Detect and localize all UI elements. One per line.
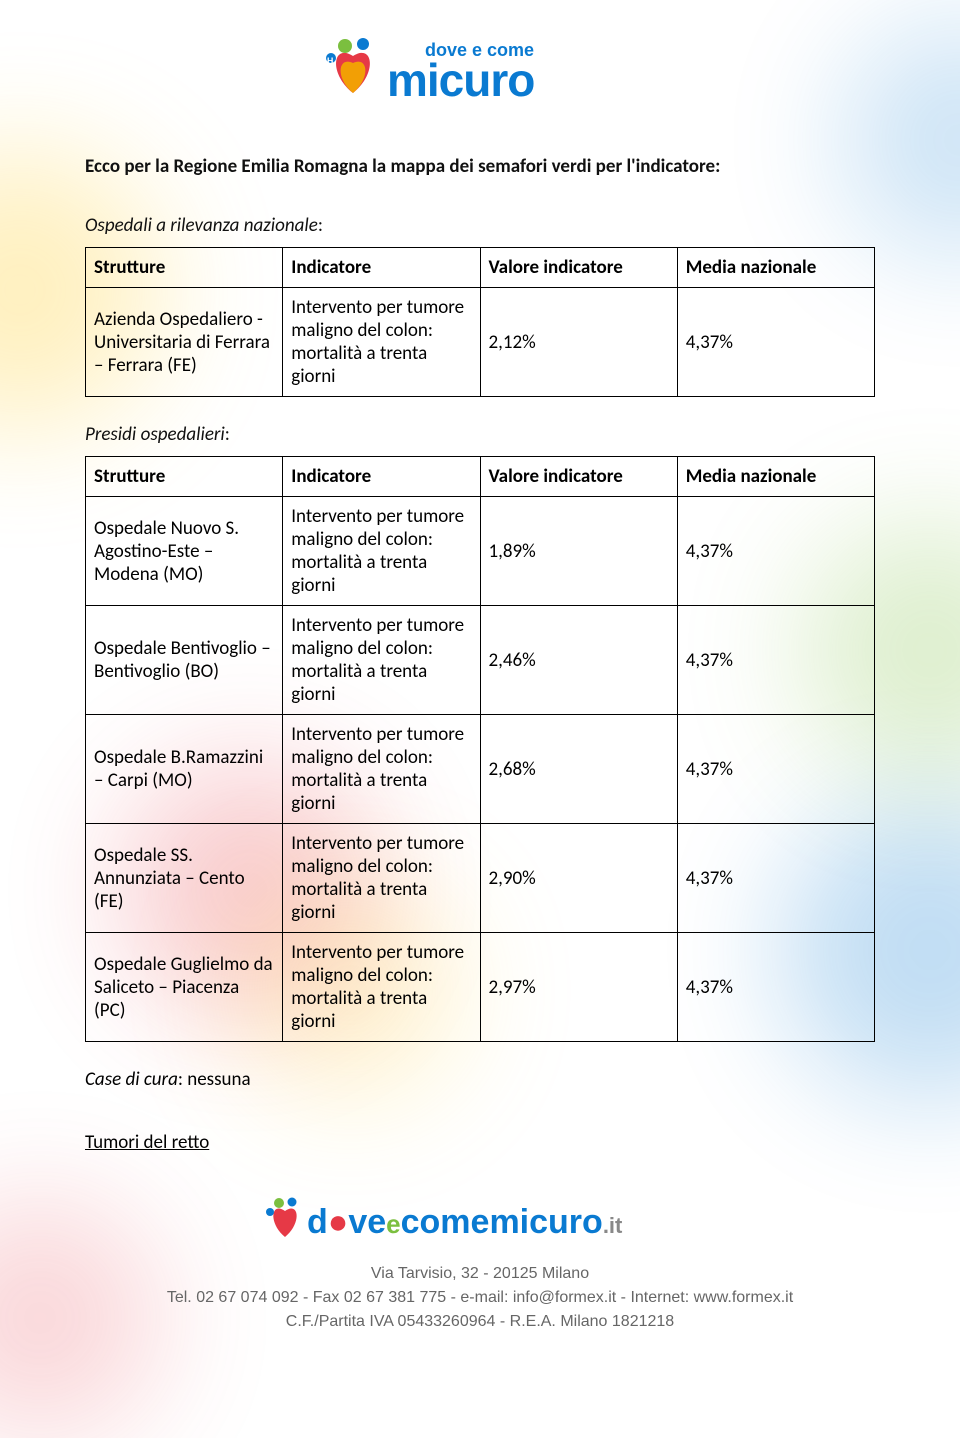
- th-indicatore: Indicatore: [283, 457, 480, 497]
- th-media: Media nazionale: [677, 457, 874, 497]
- cell-struttura: Ospedale Nuovo S. Agostino-Este – Modena…: [86, 497, 283, 606]
- footer-line1: Via Tarvisio, 32 - 20125 Milano: [0, 1262, 960, 1286]
- table-row: Ospedale B.Ramazzini – Carpi (MO)Interve…: [86, 715, 875, 824]
- table-header-row: Strutture Indicatore Valore indicatore M…: [86, 248, 875, 288]
- table-row: Ospedale Nuovo S. Agostino-Este – Modena…: [86, 497, 875, 606]
- tumori-retto-heading: Tumori del retto: [85, 1131, 875, 1154]
- cell-indicatore: Intervento per tumore maligno del colon:…: [283, 933, 480, 1042]
- logo-top: H dove e come micuro: [85, 30, 875, 115]
- page-footer: d●veecomemicuro.it Via Tarvisio, 32 - 20…: [0, 1193, 960, 1334]
- table-row: Ospedale Guglielmo da Saliceto – Piacenz…: [86, 933, 875, 1042]
- svg-text:d●veecomemicuro.it: d●veecomemicuro.it: [307, 1203, 623, 1241]
- cell-struttura: Ospedale SS. Annunziata – Cento (FE): [86, 824, 283, 933]
- section2-label: Presidi ospedalieri: [85, 423, 225, 446]
- case-di-cura: Case di cura: nessuna: [85, 1068, 875, 1091]
- svg-text:micuro: micuro: [387, 54, 534, 106]
- footer-text-block: Via Tarvisio, 32 - 20125 Milano Tel. 02 …: [0, 1262, 960, 1334]
- footer-logo: d●veecomemicuro.it: [0, 1193, 960, 1250]
- cell-media: 4,37%: [677, 933, 874, 1042]
- table-row: Azienda Ospedaliero - Universitaria di F…: [86, 288, 875, 397]
- case-di-cura-value: : nessuna: [178, 1068, 251, 1091]
- footer-line3: C.F./Partita IVA 05433260964 - R.E.A. Mi…: [0, 1310, 960, 1334]
- cell-indicatore: Intervento per tumore maligno del colon:…: [283, 715, 480, 824]
- page-content: H dove e come micuro Ecco per la Regione…: [0, 0, 960, 1154]
- cell-indicatore: Intervento per tumore maligno del colon:…: [283, 606, 480, 715]
- th-valore: Valore indicatore: [480, 248, 677, 288]
- section1-heading: Ospedali a rilevanza nazionale:: [85, 214, 875, 237]
- table-header-row: Strutture Indicatore Valore indicatore M…: [86, 457, 875, 497]
- th-strutture: Strutture: [86, 457, 283, 497]
- section1-label: Ospedali a rilevanza nazionale: [85, 214, 318, 237]
- cell-valore: 2,97%: [480, 933, 677, 1042]
- footer-brand-icon: d●veecomemicuro.it: [265, 1193, 695, 1245]
- table-row: Ospedale SS. Annunziata – Cento (FE)Inte…: [86, 824, 875, 933]
- cell-struttura: Ospedale Bentivoglio – Bentivoglio (BO): [86, 606, 283, 715]
- cell-valore: 1,89%: [480, 497, 677, 606]
- cell-media: 4,37%: [677, 497, 874, 606]
- brand-logo-icon: H dove e come micuro: [315, 30, 645, 110]
- cell-valore: 2,90%: [480, 824, 677, 933]
- cell-struttura: Azienda Ospedaliero - Universitaria di F…: [86, 288, 283, 397]
- cell-media: 4,37%: [677, 288, 874, 397]
- intro-text: Ecco per la Regione Emilia Romagna la ma…: [85, 155, 875, 178]
- cell-indicatore: Intervento per tumore maligno del colon:…: [283, 824, 480, 933]
- cell-media: 4,37%: [677, 824, 874, 933]
- case-di-cura-label: Case di cura: [85, 1068, 178, 1091]
- footer-line2: Tel. 02 67 074 092 - Fax 02 67 381 775 -…: [0, 1286, 960, 1310]
- cell-struttura: Ospedale Guglielmo da Saliceto – Piacenz…: [86, 933, 283, 1042]
- cell-indicatore: Intervento per tumore maligno del colon:…: [283, 497, 480, 606]
- table-presidi: Strutture Indicatore Valore indicatore M…: [85, 456, 875, 1042]
- table-ospedali-nazionali: Strutture Indicatore Valore indicatore M…: [85, 247, 875, 397]
- th-indicatore: Indicatore: [283, 248, 480, 288]
- cell-valore: 2,68%: [480, 715, 677, 824]
- svg-text:H: H: [327, 54, 333, 67]
- cell-valore: 2,46%: [480, 606, 677, 715]
- cell-media: 4,37%: [677, 606, 874, 715]
- th-valore: Valore indicatore: [480, 457, 677, 497]
- th-strutture: Strutture: [86, 248, 283, 288]
- th-media: Media nazionale: [677, 248, 874, 288]
- cell-indicatore: Intervento per tumore maligno del colon:…: [283, 288, 480, 397]
- section2-heading: Presidi ospedalieri:: [85, 423, 875, 446]
- cell-struttura: Ospedale B.Ramazzini – Carpi (MO): [86, 715, 283, 824]
- cell-media: 4,37%: [677, 715, 874, 824]
- cell-valore: 2,12%: [480, 288, 677, 397]
- table-row: Ospedale Bentivoglio – Bentivoglio (BO)I…: [86, 606, 875, 715]
